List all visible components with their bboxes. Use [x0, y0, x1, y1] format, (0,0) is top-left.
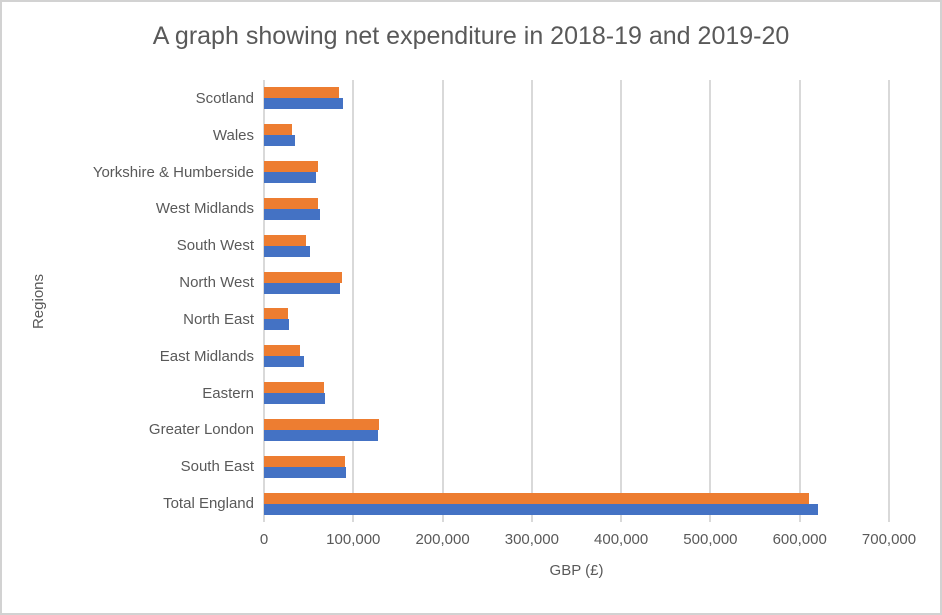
x-tick-label: 600,000: [772, 531, 827, 548]
category-label: South West: [176, 237, 254, 255]
category-label: Wales: [212, 126, 254, 144]
bar-2018-19: [264, 282, 340, 294]
category-label: Greater London: [148, 421, 254, 439]
bar-2019-20: [264, 455, 346, 467]
bar-2019-20: [264, 271, 342, 283]
bar-2018-19: [264, 208, 321, 220]
chart-title: A graph showing net expenditure in 2018-…: [152, 22, 790, 50]
value-axis-line: [263, 80, 265, 522]
bar-group: [264, 375, 889, 412]
bar-2018-19: [264, 319, 289, 331]
x-tick-label: 300,000: [504, 531, 559, 548]
gridline: [798, 80, 801, 522]
bar-2019-20: [264, 197, 318, 209]
bar-2019-20: [264, 345, 300, 357]
category-label: Scotland: [195, 89, 254, 107]
gridline: [352, 80, 355, 522]
bar-2018-19: [264, 393, 325, 405]
bar-2019-20: [264, 308, 289, 320]
bar-2019-20: [264, 234, 306, 246]
bar-group: [264, 301, 889, 338]
category-label: North East: [183, 310, 254, 328]
x-tick-label: 200,000: [415, 531, 470, 548]
gridline: [441, 80, 444, 522]
x-tick-label: 400,000: [594, 531, 649, 548]
x-tick-label: 0: [259, 531, 269, 548]
bar-2018-19: [264, 466, 347, 478]
gridline: [888, 80, 890, 522]
category-label: East Midlands: [159, 347, 254, 365]
bar-group: [264, 117, 889, 154]
gridline: [620, 80, 623, 522]
bar-group: [264, 264, 889, 301]
bar-2019-20: [264, 382, 324, 394]
bar-2018-19: [264, 98, 343, 110]
bar-2019-20: [264, 418, 380, 430]
bar-2019-20: [264, 87, 339, 99]
bar-group: [264, 227, 889, 264]
bar-2019-20: [264, 492, 809, 504]
category-label: Eastern: [202, 384, 254, 402]
x-axis-labels: 0 100,000 200,000 300,000 400,000 500,000 600,…: [260, 531, 916, 551]
bar-2019-20: [264, 161, 318, 173]
bar-2019-20: [264, 124, 292, 136]
bar-group: [264, 448, 889, 485]
bar-group: [264, 411, 889, 448]
x-tick-label: 100,000: [326, 531, 381, 548]
bar-group: [264, 80, 889, 117]
category-label: Total England: [163, 495, 254, 513]
category-label: North West: [179, 274, 254, 292]
category-label: West Midlands: [155, 200, 254, 218]
bar-2018-19: [264, 135, 296, 147]
bar-group: [264, 154, 889, 191]
bar-group: [264, 485, 889, 522]
plot-area: [263, 80, 890, 522]
category-label: South East: [180, 458, 254, 476]
category-label: Yorkshire & Humberside: [92, 163, 254, 181]
category-axis-labels: Scotland Wales Yorkshire & Humberside West …: [2, 80, 254, 522]
bar-2018-19: [264, 356, 305, 368]
bar-group: [264, 190, 889, 227]
gridline: [530, 80, 533, 522]
x-axis-title: GBP (£): [549, 562, 604, 579]
bar-2018-19: [264, 245, 310, 257]
bar-2018-19: [264, 172, 316, 184]
bar-2018-19: [264, 429, 379, 441]
bar-group: [264, 338, 889, 375]
x-tick-label: 500,000: [683, 531, 738, 548]
x-tick-label: 700,000: [861, 531, 917, 548]
bar-2018-19: [264, 503, 818, 515]
gridline: [709, 80, 712, 522]
